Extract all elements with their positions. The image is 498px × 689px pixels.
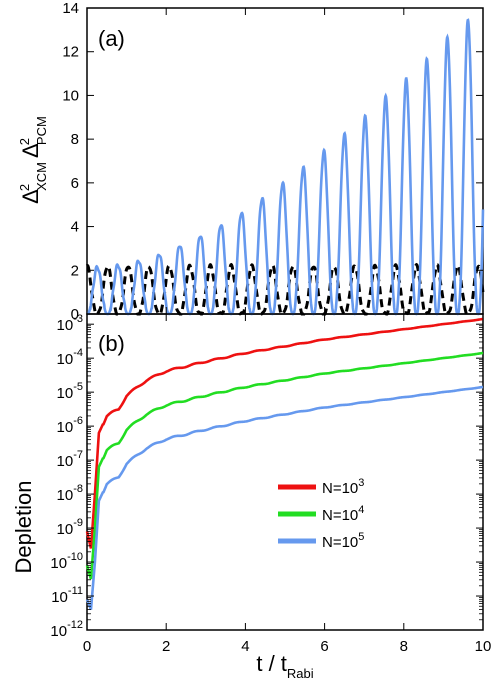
panel-a-curves [85, 18, 485, 316]
legend-label: N=105 [322, 531, 364, 551]
y-tick-label: 12 [62, 44, 79, 61]
ylabel-sub-x: XCM [34, 162, 49, 191]
y-tick-label: 8 [71, 131, 79, 148]
legend-label: N=103 [322, 477, 364, 497]
y-tick-label: 10-11 [51, 585, 83, 606]
panel-b: 10-3 10-4 10-5 10-6 10-7 10-8 10-9 10-10 10-11 10… [11, 313, 491, 681]
ylabel-sub-p: PCM [34, 116, 49, 145]
y-tick-label: 10-12 [50, 619, 83, 640]
ylabel-delta-p: Δ [18, 143, 43, 158]
panel-b-y-axis-title: Depletion [11, 481, 36, 574]
x-tick-label: 10 [475, 638, 492, 655]
x-tick-label: 2 [162, 638, 170, 655]
y-tick-label: 10-8 [57, 483, 83, 504]
y-tick-label: 10-6 [57, 415, 83, 436]
y-tick-label: 0 [71, 306, 79, 323]
y-tick-label: 14 [62, 0, 79, 17]
y-tick-label: 6 [71, 175, 79, 192]
y-tick-label: 10-3 [57, 313, 83, 334]
xlabel-sub: Rabi [287, 666, 314, 681]
y-tick-label: 10 [62, 87, 79, 104]
y-tick-label: 10-10 [50, 551, 83, 572]
x-tick-label: 8 [400, 638, 408, 655]
legend: N=103 N=104 N=105 [278, 477, 364, 551]
y-tick-label: 10-7 [57, 449, 83, 470]
ylabel-sup-p: 2 [17, 138, 32, 145]
panel-a-y-axis-title: Δ2 XCMΔ2 PCM [17, 116, 49, 204]
y-tick-label: 2 [71, 262, 79, 279]
x-tick-label: 0 [83, 638, 91, 655]
ylabel-sup-x: 2 [17, 184, 32, 191]
x-tick-label: 6 [320, 638, 328, 655]
series-line-blue [86, 18, 485, 316]
xlabel-main: t / t [256, 651, 287, 676]
panel-a-y-ticks: 0 2 4 6 8 10 12 14 [62, 0, 483, 323]
series-line-3 [85, 385, 484, 611]
legend-label: N=104 [322, 504, 364, 524]
panel-b-x-ticks: 0 2 4 6 8 10 [83, 314, 492, 655]
panel-a-x-ticks [86, 8, 484, 314]
y-tick-label: 10-4 [57, 347, 83, 368]
panel-a-label: (a) [98, 26, 125, 51]
panel-b-frame [86, 313, 484, 631]
x-tick-label: 4 [241, 638, 249, 655]
y-tick-label: 4 [71, 219, 79, 236]
panel-b-y-ticks: 10-3 10-4 10-5 10-6 10-7 10-8 10-9 10-10 10-11 10… [50, 313, 483, 640]
panel-b-x-axis-title: t / tRabi [256, 651, 313, 681]
ylabel-delta-x: Δ [18, 189, 43, 204]
panel-b-curves [85, 317, 484, 611]
series-line-2 [85, 351, 484, 580]
y-tick-label: 10-5 [57, 381, 83, 402]
series-line-1 [85, 317, 484, 549]
panel-b-label: (b) [98, 331, 125, 356]
y-tick-label: 10-9 [57, 517, 83, 538]
